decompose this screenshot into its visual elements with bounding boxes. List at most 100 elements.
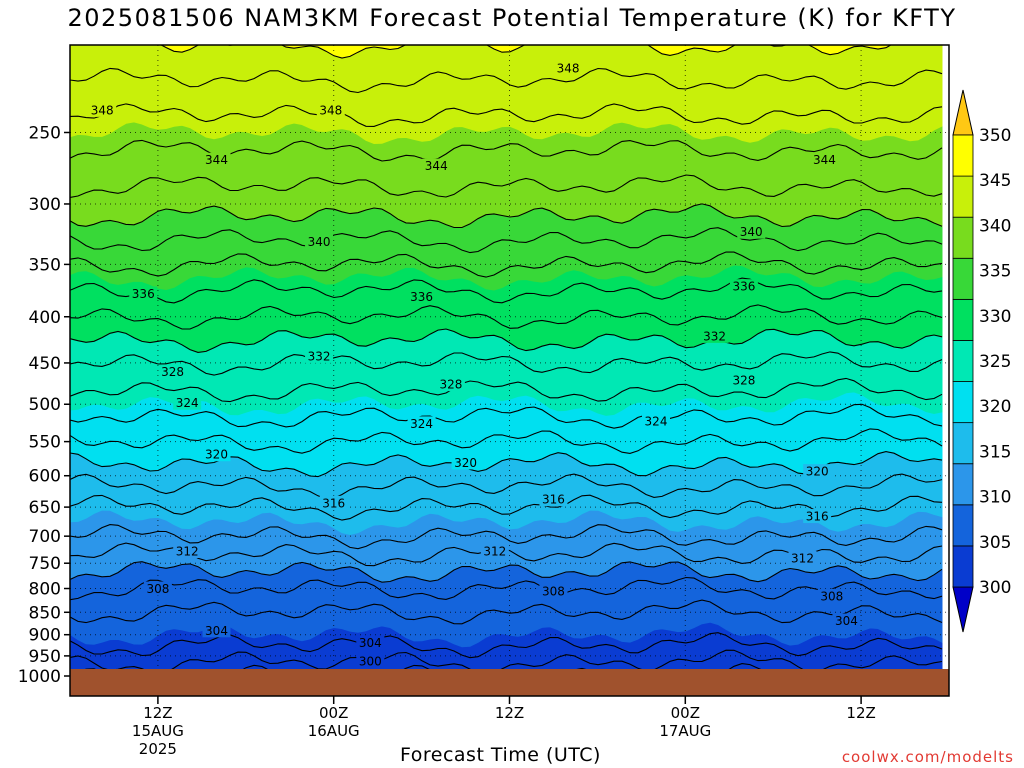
colorbar-segment <box>952 216 974 259</box>
colorbar-segment <box>952 175 974 218</box>
contour-label-bg <box>480 543 509 558</box>
colorbar-segment <box>952 381 974 424</box>
contour-label-bg <box>202 447 231 462</box>
contour-label-bg <box>143 581 172 596</box>
contour-label-text: 348 <box>557 61 580 75</box>
y-tick-label: 550 <box>29 433 61 453</box>
contour-label-bg <box>788 550 817 565</box>
contour-label-bg <box>700 328 729 343</box>
colorbar-segment <box>952 257 974 300</box>
chart-title: 2025081506 NAM3KM Forecast Potential Tem… <box>67 4 957 32</box>
contour-label-bg <box>319 495 348 510</box>
contour-label-bg <box>356 653 385 668</box>
contour-label: 328 <box>729 372 758 387</box>
contour-label-bg <box>729 279 758 294</box>
contour-label-text: 308 <box>146 582 169 596</box>
contour-label: 320 <box>803 464 832 479</box>
y-tick-label: 950 <box>29 647 61 667</box>
y-tick-label: 500 <box>29 395 61 415</box>
y-tick-label: 850 <box>29 603 61 623</box>
contour-label-text: 344 <box>205 153 228 167</box>
colorbar-tick-label: 300 <box>979 578 1011 598</box>
contour-label-text: 324 <box>645 415 668 429</box>
contour-label-text: 344 <box>425 159 448 173</box>
theta-contour <box>70 524 943 550</box>
theta-contours <box>70 45 943 689</box>
colorbar-tick-label: 345 <box>979 171 1011 191</box>
y-tick-label: 250 <box>29 123 61 143</box>
contour-label-text: 340 <box>308 235 331 249</box>
y-tick-label: 1000 <box>18 667 61 687</box>
theta-bands <box>70 45 943 696</box>
contour-label-bg <box>129 286 158 301</box>
colorbar-segment <box>952 422 974 465</box>
contour-label-text: 304 <box>359 636 382 650</box>
contour-label-text: 336 <box>132 287 155 301</box>
contour-label: 328 <box>158 364 187 379</box>
contour-label-bg <box>158 364 187 379</box>
colorbar-tick-label: 315 <box>979 442 1011 462</box>
colorbar-segment <box>952 463 974 506</box>
contour-label: 316 <box>319 495 348 510</box>
contour-label: 332 <box>305 348 334 363</box>
contour-label-text: 312 <box>176 544 199 558</box>
colorbar-tick-label: 310 <box>979 488 1011 508</box>
contour-label: 312 <box>173 543 202 558</box>
contour-label-bg <box>642 414 670 429</box>
contour-label-bg <box>407 416 436 431</box>
theta-contour <box>70 632 943 659</box>
contour-label-text: 308 <box>820 589 843 603</box>
theta-contour <box>70 251 943 278</box>
contour-label-text: 320 <box>454 456 477 470</box>
contour-label: 344 <box>810 152 839 167</box>
contour-label-bg <box>173 543 202 558</box>
contour-label-text: 304 <box>205 624 228 638</box>
contour-label-text: 336 <box>732 280 755 294</box>
contour-label-text: 344 <box>813 153 836 167</box>
colorbar-tick-label: 305 <box>979 533 1011 553</box>
theta-contour <box>70 103 943 127</box>
contour-label-bg <box>356 635 385 650</box>
contour-label: 324 <box>642 414 670 429</box>
contour-label-text: 316 <box>542 493 565 507</box>
contour-label-bg <box>451 455 480 470</box>
contour-label-bg <box>316 102 345 117</box>
contour-label: 308 <box>539 583 568 598</box>
contour-label: 304 <box>202 623 231 638</box>
contour-label-text: 300 <box>359 654 382 668</box>
x-tick-label: 16AUG <box>308 722 360 740</box>
theta-contour <box>70 328 943 353</box>
contour-label-text: 312 <box>483 544 506 558</box>
theta-contour <box>70 304 943 330</box>
contour-label-bg <box>810 152 839 167</box>
colorbar-tick-label: 335 <box>979 262 1011 282</box>
contour-label-text: 312 <box>791 551 814 565</box>
y-tick-label: 800 <box>29 580 61 600</box>
contour-label: 308 <box>143 581 172 596</box>
contour-label: 348 <box>88 102 117 117</box>
contour-label-text: 348 <box>319 103 342 117</box>
y-tick-label: 700 <box>29 527 61 547</box>
y-tick-label: 350 <box>29 255 61 275</box>
contour-label-bg <box>305 234 334 249</box>
contour-label-text: 336 <box>410 290 433 304</box>
contour-label-bg <box>737 224 766 239</box>
x-tick-label: 00Z <box>319 704 348 722</box>
contour-label: 312 <box>480 543 509 558</box>
contour-label-bg <box>817 588 846 603</box>
contour-label: 304 <box>832 613 861 628</box>
colorbar-segment <box>952 298 974 341</box>
theta-contour <box>70 599 943 625</box>
contour-label: 316 <box>803 509 832 524</box>
contour-label-bg <box>202 623 231 638</box>
colorbar-segment <box>952 545 974 588</box>
contour-label-bg <box>202 152 231 167</box>
y-tick-label: 400 <box>29 308 61 328</box>
contour-label-text: 324 <box>176 396 199 410</box>
contour-label-bg <box>539 583 568 598</box>
y-tick-label: 300 <box>29 195 61 215</box>
contour-label: 344 <box>422 158 451 173</box>
contour-label-bg <box>173 395 202 410</box>
contour-label-bg <box>305 348 334 363</box>
